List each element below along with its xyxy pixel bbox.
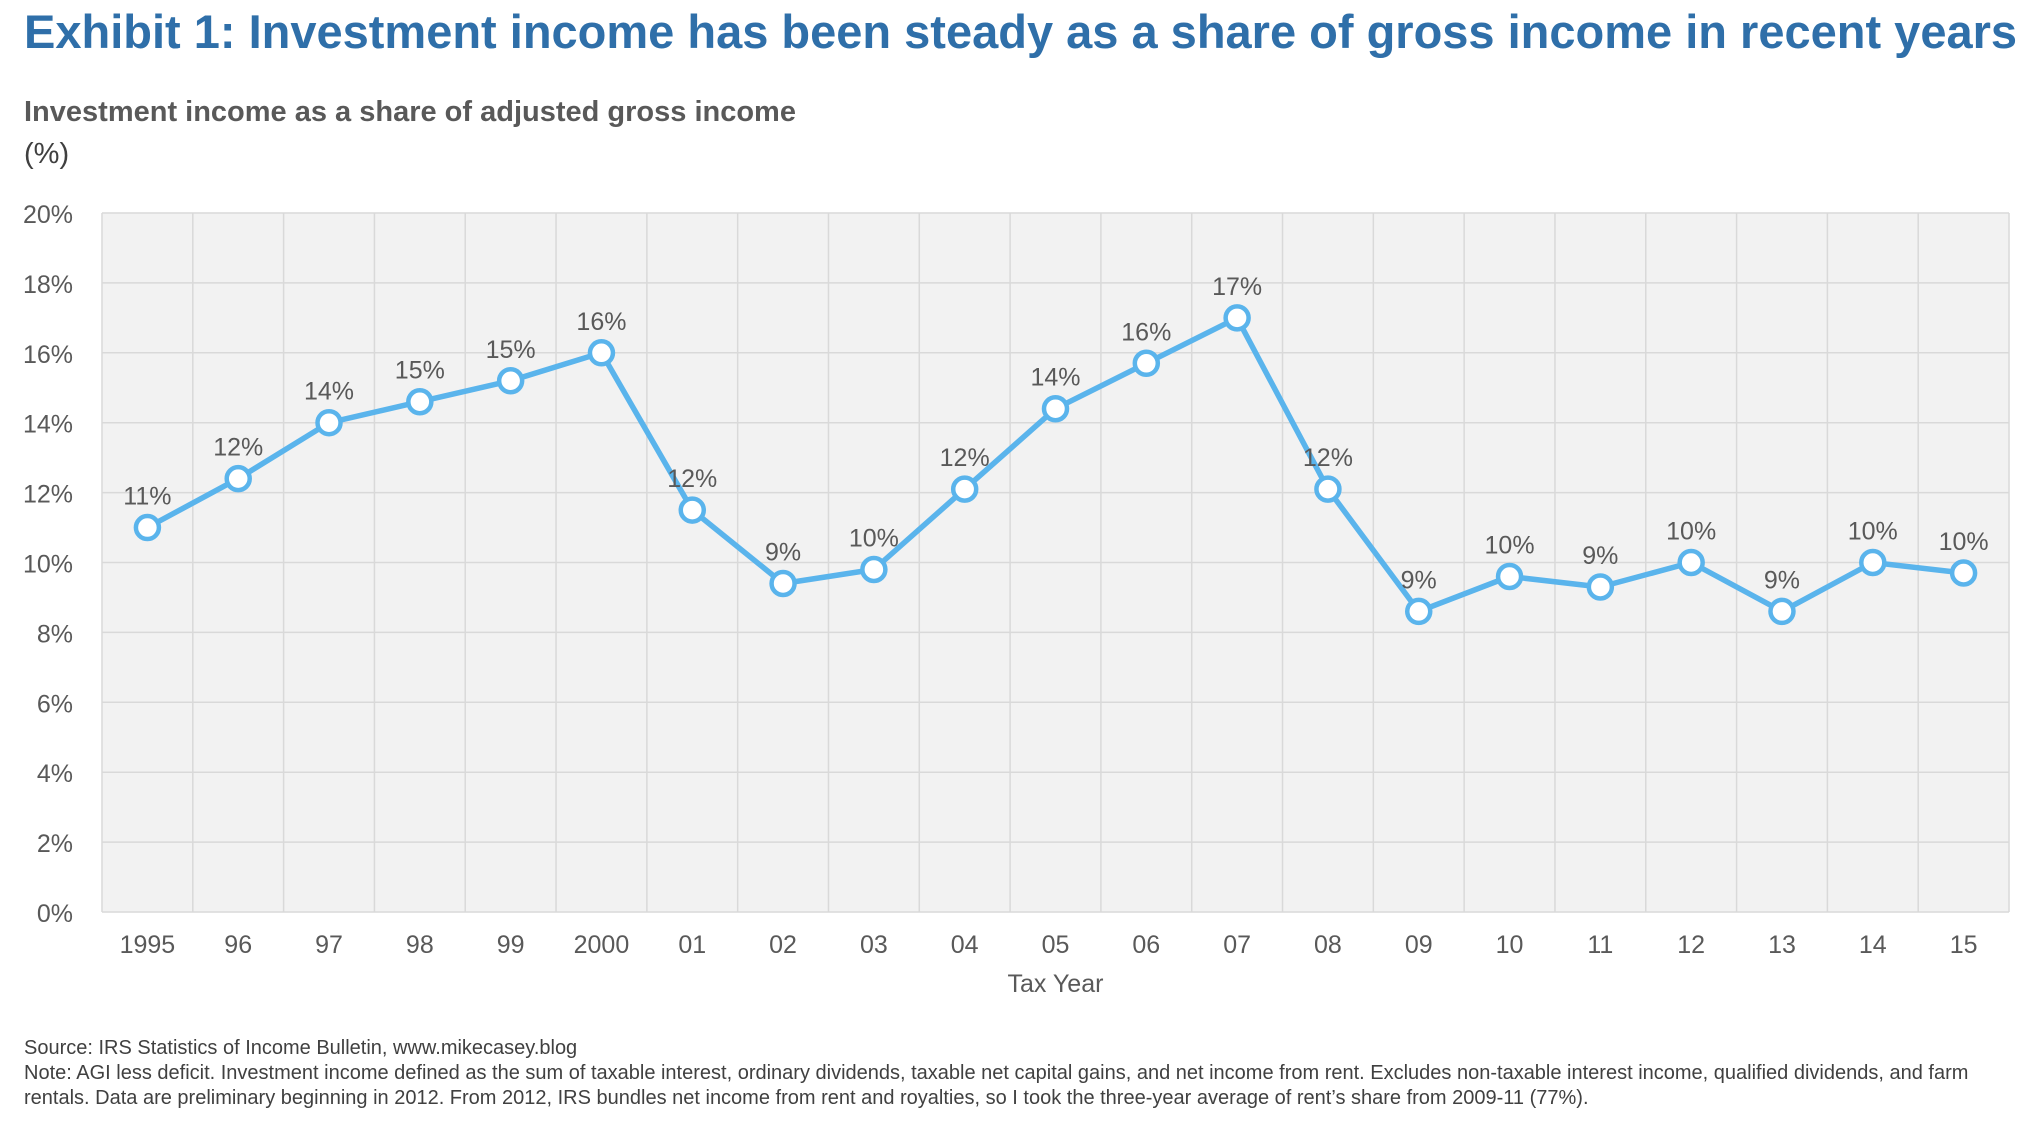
x-tick-label: 1995 [120,931,176,959]
x-axis-title: Tax Year [1008,970,1104,998]
data-label: 16% [1121,318,1171,346]
x-tick-label: 06 [1132,931,1160,959]
x-tick-label: 13 [1768,931,1796,959]
y-unit-label: (%) [24,138,70,170]
data-label: 10% [1485,531,1535,559]
x-tick-label: 09 [1405,931,1433,959]
data-point [406,387,434,416]
x-tick-label: 01 [678,931,706,959]
data-label: 15% [486,336,536,364]
x-tick-label: 07 [1223,931,1251,959]
data-point [1768,597,1796,626]
gridlines [101,212,2010,913]
data-label: 12% [940,444,990,472]
data-label: 17% [1212,273,1262,301]
x-tick-label: 99 [497,931,525,959]
footnotes: Source: IRS Statistics of Income Bulleti… [24,1036,2004,1111]
data-point [1132,349,1161,378]
exhibit-title: Exhibit 1: Investment income has been st… [24,5,2018,58]
data-point [496,367,525,395]
data-point [1677,548,1705,577]
y-tick-label: 4% [37,760,73,788]
y-tick-label: 10% [23,551,73,579]
data-label: 16% [576,308,626,336]
y-tick-label: 8% [37,620,73,648]
data-point [1223,304,1251,332]
data-label: 12% [1303,444,1353,472]
y-axis-ticks: 0% 2% 4% 6% 8% 10% 12% 14% 16% 18% 20% [23,201,73,928]
y-tick-label: 18% [23,271,73,299]
x-tick-label: 10 [1496,931,1524,959]
x-tick-label: 03 [860,931,888,959]
y-tick-label: 6% [37,690,73,718]
data-point [1041,394,1070,423]
data-label: 10% [1848,518,1898,546]
data-label: 11% [123,483,171,511]
x-tick-label: 12 [1677,931,1705,959]
data-label: 12% [667,465,717,493]
data-label: 9% [765,538,801,566]
x-tick-label: 02 [769,931,797,959]
data-point [1949,559,1978,587]
source-note: Source: IRS Statistics of Income Bulleti… [24,1037,578,1059]
data-point [1495,562,1524,591]
series-investment-income-share [133,304,1978,626]
data-label: 15% [395,357,445,385]
data-label: 10% [849,524,899,552]
x-tick-label: 98 [406,931,434,959]
y-tick-label: 20% [23,201,73,229]
data-point [587,339,616,367]
data-label: 14% [1030,364,1080,392]
x-tick-label: 11 [1587,931,1613,959]
data-label: 10% [1939,528,1989,556]
y-tick-label: 14% [23,411,73,439]
x-tick-label: 08 [1314,931,1342,959]
data-labels: 11% 12% 14% 15% 15% 16% 12% 9% 10% 12% 14% 16% 17% 12… [123,273,1988,595]
data-point [1314,475,1342,503]
data-point [1404,597,1433,626]
data-point [950,475,979,503]
data-point [1859,548,1887,577]
data-point [224,464,252,493]
data-label: 14% [304,378,354,406]
data-label: 9% [1401,566,1437,594]
x-tick-label: 15 [1950,931,1978,959]
data-label: 12% [213,434,263,462]
x-tick-label: 2000 [574,931,630,959]
data-point [678,496,707,524]
y-tick-label: 2% [37,830,73,858]
x-tick-label: 04 [951,931,979,959]
data-label: 10% [1666,518,1716,546]
y-tick-label: 0% [37,900,73,928]
x-axis-ticks: 1995 96 97 98 99 2000 01 02 03 04 05 06 07 08 09 10 11 12… [120,931,1978,959]
data-point [133,513,162,542]
data-point [860,555,888,584]
x-tick-label: 96 [224,931,252,959]
chart-subtitle: Investment income as a share of adjusted… [24,96,796,128]
methodology-note: Note: AGI less deficit. Investment incom… [24,1062,1969,1109]
x-tick-label: 14 [1859,931,1887,959]
data-point [315,408,343,437]
x-tick-label: 97 [315,931,343,959]
data-label: 9% [1582,542,1618,570]
y-tick-label: 12% [23,481,73,509]
data-label: 9% [1764,566,1800,594]
data-point [1586,573,1615,601]
y-tick-label: 16% [23,341,73,369]
line-chart: 0% 2% 4% 6% 8% 10% 12% 14% 16% 18% 20% 1995 96 97 98 9… [23,201,2010,998]
data-point [769,569,797,598]
x-tick-label: 05 [1042,931,1070,959]
